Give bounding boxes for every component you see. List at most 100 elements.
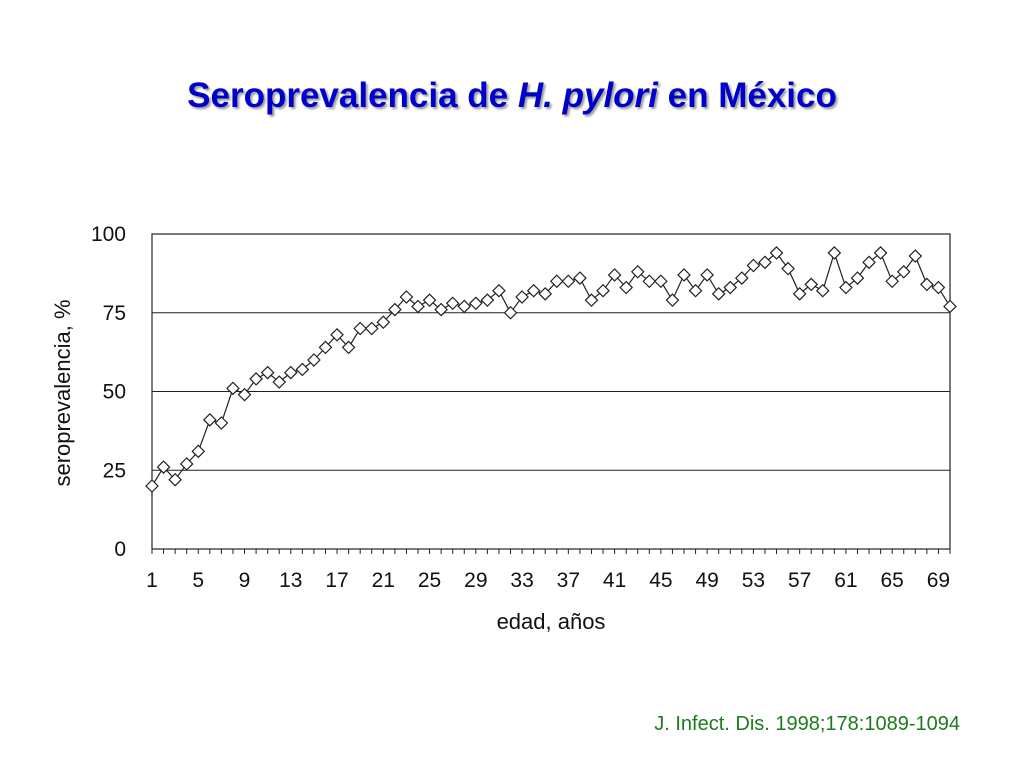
data-point-68 — [920, 277, 934, 292]
x-tick-label-33: 33 — [510, 569, 533, 592]
data-point-65 — [885, 274, 900, 289]
data-point-9 — [237, 387, 252, 402]
x-axis-title: edad, años — [497, 609, 606, 634]
x-tick-label-61: 61 — [834, 569, 857, 592]
data-point-3 — [168, 472, 182, 487]
data-point-51 — [723, 280, 738, 295]
data-point-21 — [376, 315, 391, 330]
data-point-28 — [457, 299, 472, 314]
x-tick-label-21: 21 — [372, 569, 395, 592]
data-point-29 — [468, 296, 483, 311]
data-point-17 — [330, 327, 344, 342]
x-tick-label-45: 45 — [649, 569, 672, 592]
data-point-26 — [434, 302, 448, 317]
data-point-13 — [283, 365, 298, 380]
axis-layer: 0 25 50 75 100 1 5 9 13 17 21 25 29 33 37 41 45 49 53 57 61 6… — [91, 223, 951, 592]
data-point-23 — [399, 290, 414, 304]
data-point-25 — [422, 293, 437, 307]
data-point-58 — [804, 277, 819, 292]
data-point-59 — [815, 283, 830, 298]
y-tick-label-50: 50 — [103, 381, 126, 404]
citation: J. Infect. Dis. 1998;178:1089-1094 — [654, 713, 960, 735]
data-point-32 — [503, 305, 518, 320]
y-tick-label-100: 100 — [91, 223, 126, 246]
slide-title: Seroprevalencia de H. pylori en México — [0, 76, 1024, 116]
x-tick-label-25: 25 — [418, 569, 441, 592]
data-point-55 — [769, 246, 784, 260]
data-point-47 — [677, 268, 691, 282]
data-point-10 — [249, 372, 263, 386]
data-point-63 — [862, 255, 876, 270]
x-tick-label-65: 65 — [880, 569, 903, 592]
y-axis-title: seroprevalencia, % — [50, 299, 75, 486]
x-tick-label-69: 69 — [927, 569, 950, 592]
y-tick-label-75: 75 — [103, 302, 126, 325]
data-point-22 — [388, 302, 402, 317]
data-point-60 — [827, 246, 842, 260]
series-line — [151, 250, 951, 487]
data-point-34 — [526, 283, 541, 298]
data-point-24 — [411, 299, 425, 314]
series-layer — [145, 246, 957, 493]
title-prefix: Seroprevalencia de — [187, 76, 518, 115]
data-point-56 — [781, 261, 795, 276]
data-point-20 — [364, 321, 379, 336]
data-point-18 — [341, 340, 356, 355]
data-point-41 — [607, 268, 622, 282]
title-italic-organism: H. pylori — [517, 76, 658, 115]
data-point-6 — [202, 413, 217, 427]
data-point-45 — [654, 274, 668, 289]
data-point-57 — [792, 287, 807, 301]
data-point-49 — [700, 268, 714, 282]
data-point-19 — [353, 321, 368, 336]
data-point-70 — [943, 299, 957, 314]
y-tick-label-0: 0 — [114, 538, 126, 561]
data-point-43 — [630, 264, 645, 279]
data-point-33 — [515, 290, 529, 304]
data-point-39 — [584, 293, 599, 307]
x-tick-label-53: 53 — [742, 569, 765, 592]
x-tick-label-13: 13 — [279, 569, 302, 592]
data-point-46 — [665, 293, 680, 307]
data-point-27 — [445, 296, 460, 311]
data-point-14 — [295, 362, 310, 377]
x-tick-label-9: 9 — [239, 569, 251, 592]
data-point-15 — [307, 353, 321, 367]
data-point-62 — [850, 271, 865, 285]
data-point-35 — [538, 287, 553, 301]
data-point-50 — [711, 287, 726, 301]
x-tick-label-29: 29 — [464, 569, 487, 592]
data-point-12 — [272, 375, 287, 389]
data-point-54 — [758, 255, 772, 270]
data-point-66 — [896, 264, 911, 279]
data-point-4 — [179, 457, 194, 471]
data-point-67 — [908, 249, 923, 263]
data-point-69 — [931, 280, 946, 295]
data-point-38 — [573, 271, 587, 285]
data-point-8 — [226, 381, 240, 396]
data-point-53 — [746, 258, 761, 273]
x-tick-label-1: 1 — [146, 569, 158, 592]
data-point-11 — [260, 365, 275, 380]
data-point-40 — [596, 283, 610, 298]
data-point-37 — [561, 274, 576, 289]
x-tick-label-41: 41 — [603, 569, 626, 592]
data-point-61 — [839, 280, 853, 295]
data-point-48 — [688, 283, 703, 298]
data-point-64 — [873, 246, 888, 260]
title-suffix: en México — [657, 76, 837, 115]
data-point-2 — [156, 460, 171, 474]
data-point-5 — [191, 444, 206, 459]
x-tick-label-37: 37 — [557, 569, 580, 592]
data-point-7 — [214, 416, 229, 430]
y-tick-label-25: 25 — [103, 459, 126, 482]
data-point-30 — [480, 293, 495, 307]
data-point-42 — [619, 280, 634, 295]
data-point-44 — [642, 274, 657, 289]
data-point-31 — [492, 283, 506, 298]
x-tick-label-57: 57 — [788, 569, 811, 592]
data-point-36 — [549, 274, 564, 289]
data-point-1 — [145, 479, 159, 493]
x-tick-label-49: 49 — [695, 569, 718, 592]
